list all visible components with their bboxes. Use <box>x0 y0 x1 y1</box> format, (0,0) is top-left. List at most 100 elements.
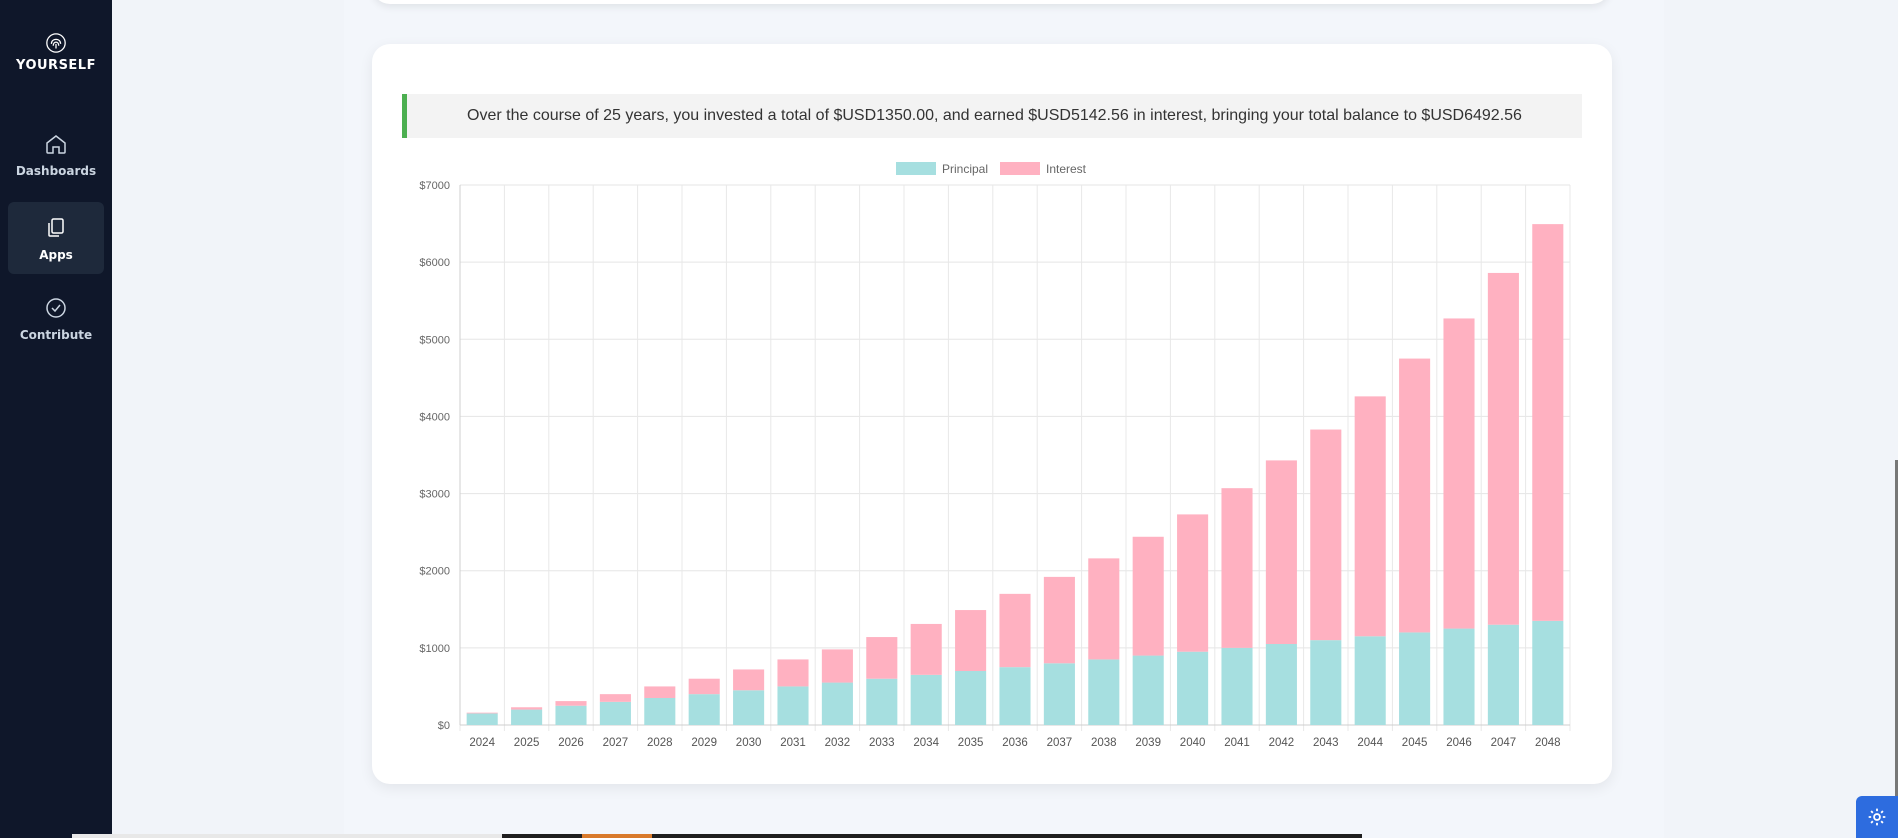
bar-interest <box>1088 558 1120 660</box>
summary-banner: Over the course of 25 years, you investe… <box>402 94 1582 138</box>
check-circle-icon <box>46 298 66 318</box>
bar-interest <box>466 712 498 714</box>
bar-interest <box>1443 318 1475 629</box>
x-tick-label: 2046 <box>1446 737 1472 749</box>
bar-interest <box>1354 396 1386 637</box>
bar-principal <box>599 701 631 725</box>
y-tick-label: $0 <box>438 720 450 732</box>
bar-interest <box>999 593 1031 668</box>
sidebar: YOURSELF Dashboards Apps Contribute <box>0 0 112 838</box>
brand-name: YOURSELF <box>16 58 96 73</box>
legend-label-interest: Interest <box>1046 162 1087 176</box>
scrollbar-edge[interactable] <box>1895 460 1898 838</box>
y-tick-label: $7000 <box>419 180 450 192</box>
bar-interest <box>688 678 720 695</box>
x-tick-label: 2042 <box>1269 737 1295 749</box>
settings-button[interactable] <box>1856 796 1898 838</box>
x-tick-label: 2035 <box>958 737 984 749</box>
x-tick-label: 2045 <box>1402 737 1428 749</box>
bar-interest <box>555 701 587 706</box>
bar-principal <box>733 690 765 725</box>
bar-principal <box>1487 624 1519 725</box>
bar-principal <box>1399 632 1431 725</box>
x-tick-label: 2031 <box>780 737 806 749</box>
bar-principal <box>821 682 853 725</box>
x-tick-label: 2040 <box>1180 737 1206 749</box>
bar-interest <box>1310 429 1342 641</box>
x-tick-label: 2027 <box>603 737 629 749</box>
bar-principal <box>1221 647 1253 725</box>
y-tick-label: $1000 <box>419 643 450 655</box>
home-icon <box>46 135 66 154</box>
files-icon <box>48 218 64 237</box>
x-tick-label: 2029 <box>691 737 717 749</box>
x-tick-label: 2024 <box>469 737 495 749</box>
bar-interest <box>1221 488 1253 648</box>
gear-icon <box>1868 808 1886 826</box>
y-tick-label: $4000 <box>419 411 450 423</box>
x-tick-label: 2032 <box>825 737 851 749</box>
bar-principal <box>1043 663 1075 725</box>
bar-interest <box>866 637 898 679</box>
bar-interest <box>955 610 987 671</box>
nav-item-apps[interactable]: Apps <box>8 202 104 274</box>
bar-interest <box>1132 536 1164 656</box>
bar-interest <box>821 649 853 683</box>
bar-principal <box>1310 640 1342 725</box>
bar-principal <box>1443 628 1475 725</box>
taskbar-segment <box>72 834 502 838</box>
y-tick-label: $6000 <box>419 257 450 269</box>
nav-label: Apps <box>39 248 73 262</box>
taskbar-strip <box>72 834 1362 838</box>
bar-principal <box>1354 636 1386 725</box>
legend-label-principal: Principal <box>942 162 988 176</box>
nav-label: Contribute <box>19 328 93 342</box>
bar-interest <box>1487 272 1519 625</box>
bar-interest <box>733 669 765 691</box>
bar-principal <box>555 705 587 725</box>
brand-logo[interactable]: YOURSELF <box>0 32 112 73</box>
bar-interest <box>1532 224 1564 621</box>
bar-interest <box>1265 460 1297 644</box>
investment-chart: $0 $1000 $2000 $3000 $4000 $5000 $6000 $7000 202… <box>419 162 1571 749</box>
bar-interest <box>599 694 631 702</box>
x-tick-label: 2038 <box>1091 737 1117 749</box>
bar-principal <box>511 709 543 725</box>
x-tick-label: 2044 <box>1357 737 1383 749</box>
x-tick-label: 2041 <box>1224 737 1250 749</box>
bar-interest <box>1399 358 1431 633</box>
bar-interest <box>644 686 676 698</box>
nav-item-dashboards[interactable]: Dashboards <box>8 118 104 190</box>
legend-swatch-interest <box>1000 162 1040 175</box>
nav-item-contribute[interactable]: Contribute <box>8 282 104 354</box>
x-tick-label: 2034 <box>913 737 939 749</box>
bar-principal <box>644 698 676 725</box>
nav-label: Dashboards <box>15 164 97 178</box>
bar-principal <box>866 678 898 725</box>
bar-principal <box>1265 644 1297 725</box>
legend-swatch-principal <box>896 162 936 175</box>
bar-principal <box>910 674 942 725</box>
bar-principal <box>999 667 1031 725</box>
x-tick-label: 2036 <box>1002 737 1028 749</box>
x-tick-label: 2026 <box>558 737 584 749</box>
x-tick-label: 2048 <box>1535 737 1561 749</box>
y-tick-label: $2000 <box>419 566 450 578</box>
taskbar-segment <box>582 834 652 838</box>
x-tick-label: 2037 <box>1047 737 1073 749</box>
y-tick-label: $5000 <box>419 334 450 346</box>
bar-principal <box>955 671 987 725</box>
x-tick-label: 2025 <box>514 737 540 749</box>
x-tick-label: 2043 <box>1313 737 1339 749</box>
bar-interest <box>777 659 809 687</box>
x-tick-label: 2047 <box>1491 737 1517 749</box>
x-tick-label: 2033 <box>869 737 895 749</box>
bar-principal <box>1532 620 1564 725</box>
x-tick-label: 2039 <box>1135 737 1161 749</box>
bar-principal <box>688 694 720 725</box>
previous-card <box>372 0 1610 4</box>
x-tick-label: 2028 <box>647 737 673 749</box>
bar-interest <box>910 623 942 675</box>
bar-principal <box>777 686 809 725</box>
bar-interest <box>1177 514 1209 652</box>
